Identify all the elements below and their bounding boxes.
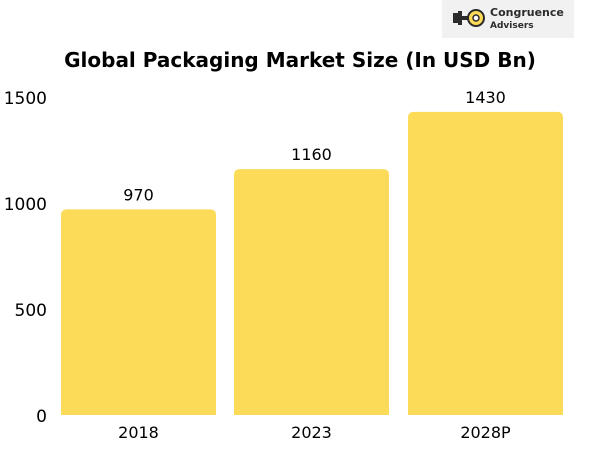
x-tick-label: 2018 bbox=[118, 423, 159, 442]
logo-line-2: Advisers bbox=[490, 21, 534, 31]
chart-title: Global Packaging Market Size (In USD Bn) bbox=[64, 48, 536, 72]
key-logo-icon bbox=[453, 9, 485, 27]
bar-2023 bbox=[234, 169, 389, 415]
data-label: 1430 bbox=[465, 88, 506, 107]
y-tick-label: 1000 bbox=[4, 195, 47, 215]
y-tick-label: 1500 bbox=[4, 89, 47, 109]
bar-2028p bbox=[408, 111, 563, 415]
data-label: 1160 bbox=[291, 145, 332, 164]
logo-line-1: Congruence bbox=[490, 6, 564, 19]
data-label: 970 bbox=[123, 185, 154, 204]
x-tick-label: 2023 bbox=[291, 423, 332, 442]
y-tick-label: 0 bbox=[36, 407, 47, 427]
bar-2018 bbox=[61, 209, 216, 415]
logo-text: Congruence Advisers bbox=[490, 6, 564, 32]
x-tick-label: 2028P bbox=[460, 423, 511, 442]
logo: Congruence Advisers bbox=[442, 0, 574, 38]
y-tick-label: 500 bbox=[15, 301, 47, 321]
